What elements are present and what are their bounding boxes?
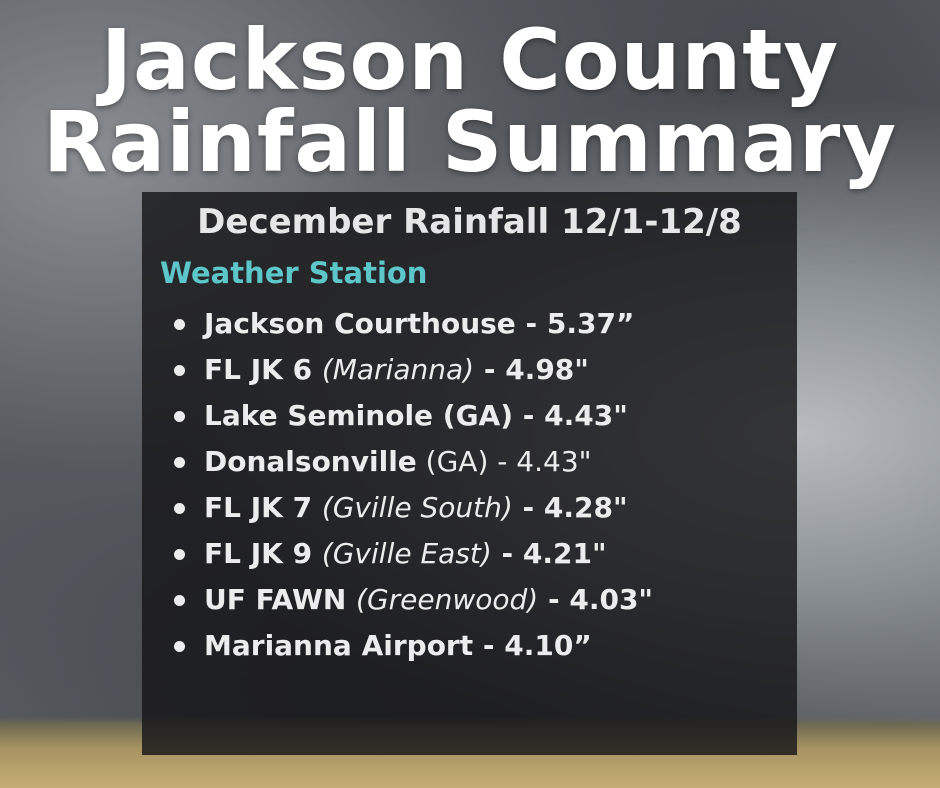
station-item: Lake Seminole (GA) - 4.43" xyxy=(172,396,653,442)
station-text: - 4.03" xyxy=(538,583,654,616)
title-line: Jackson County xyxy=(100,11,840,109)
station-item: FL JK 9 (Gville East) - 4.21" xyxy=(172,534,653,580)
station-text: Marianna Airport - 4.10” xyxy=(204,629,592,662)
station-text: - 4.28" xyxy=(512,491,628,524)
station-text: FL JK 7 xyxy=(204,491,322,524)
station-list: Jackson Courthouse - 5.37” FL JK 6 (Maria… xyxy=(172,304,653,672)
list-header: Weather Station xyxy=(160,256,428,290)
station-item: UF FAWN (Greenwood) - 4.03" xyxy=(172,580,653,626)
station-text: Donalsonville xyxy=(204,445,417,478)
station-item: Jackson Courthouse - 5.37” xyxy=(172,304,653,350)
station-text: (Greenwood) xyxy=(356,583,539,616)
station-item: FL JK 6 (Marianna) - 4.98" xyxy=(172,350,653,396)
station-text: FL JK 6 xyxy=(204,353,322,386)
station-text: Lake Seminole (GA) - 4.43" xyxy=(204,399,628,432)
station-text: - 4.21" xyxy=(491,537,607,570)
station-item: Marianna Airport - 4.10” xyxy=(172,626,653,672)
station-text: (Gville East) xyxy=(321,537,492,570)
station-text: - 4.98" xyxy=(474,353,589,386)
station-text: FL JK 9 xyxy=(204,537,322,570)
station-text: (GA) - 4.43" xyxy=(416,445,592,478)
summary-panel: December Rainfall 12/1-12/8 Weather Stat… xyxy=(142,192,797,755)
station-text: UF FAWN xyxy=(204,583,357,616)
station-item: FL JK 7 (Gville South) - 4.28" xyxy=(172,488,653,534)
station-text: Jackson Courthouse - 5.37” xyxy=(204,307,635,340)
station-item: Donalsonville (GA) - 4.43" xyxy=(172,442,653,488)
station-text: (Marianna) xyxy=(321,353,475,386)
title-line: Rainfall Summary xyxy=(42,93,898,191)
station-text: (Gville South) xyxy=(321,491,513,524)
subtitle: December Rainfall 12/1-12/8 xyxy=(197,202,742,242)
